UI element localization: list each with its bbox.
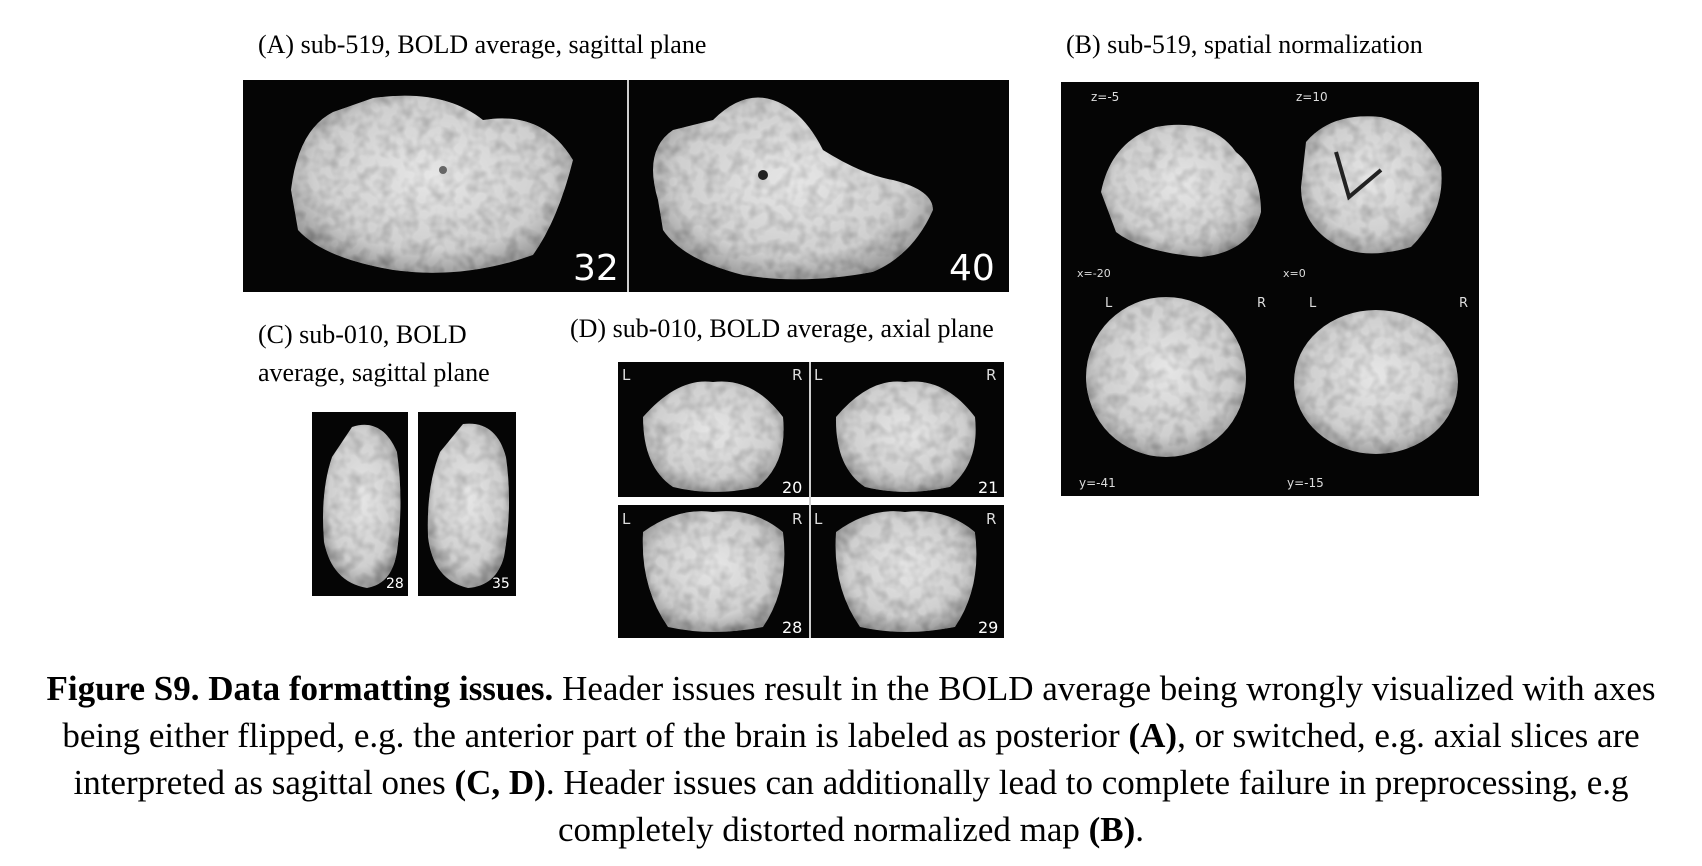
orient-label-d3: L xyxy=(814,366,823,384)
caption-text-2: , or switched, e.g. axial slices are int… xyxy=(73,716,1640,802)
orient-label-d4: R xyxy=(986,366,997,384)
caption-text-1: Header issues result in the BOLD average… xyxy=(62,669,1656,755)
orient-label-d2: R xyxy=(792,366,803,384)
brain-b-br xyxy=(1294,310,1458,454)
caption-text-3: . Header issues can additionally lead to… xyxy=(545,763,1629,849)
brain-slice-a2 xyxy=(653,97,933,280)
coord-label-b2: z=10 xyxy=(1296,90,1328,104)
orient-label-d5: L xyxy=(622,510,631,528)
brain-c1 xyxy=(323,424,401,588)
panel-d-slices xyxy=(618,362,1004,638)
coord-label-b6: y=-15 xyxy=(1287,476,1324,490)
slice-number-c2: 35 xyxy=(492,576,510,592)
orient-label-b1: L xyxy=(1105,296,1113,311)
caption-ref-a: (A) xyxy=(1128,716,1178,755)
panel-b-title: (B) sub-519, spatial normalization xyxy=(1066,30,1423,59)
brain-d3 xyxy=(642,511,785,632)
orient-label-d7: L xyxy=(814,510,823,528)
brain-b-tl xyxy=(1101,124,1261,258)
panel-c-title-line2: average, sagittal plane xyxy=(258,358,490,387)
slice-number-d3: 28 xyxy=(782,618,803,637)
panel-c-title-line1: (C) sub-010, BOLD xyxy=(258,320,467,349)
coord-label-b3: x=-20 xyxy=(1077,267,1111,280)
caption-ref-b: (B) xyxy=(1088,810,1136,849)
panel-d-title: (D) sub-010, BOLD average, axial plane xyxy=(570,314,994,343)
slice-number-a1: 32 xyxy=(573,248,619,289)
panel-b-image: z=-5 z=10 x=-20 x=0 L R L R y=-41 y=-15 xyxy=(1061,82,1479,496)
panel-d-image: L R L R L R L R 20 21 28 29 xyxy=(618,362,1004,638)
slice-number-d1: 20 xyxy=(782,478,803,497)
slice-number-c1: 28 xyxy=(386,576,404,592)
panel-b-slices xyxy=(1086,116,1458,457)
coord-label-b5: y=-41 xyxy=(1079,476,1116,490)
slice-number-d4: 29 xyxy=(978,618,999,637)
coord-label-b1: z=-5 xyxy=(1091,90,1120,104)
panel-a-image: 32 40 xyxy=(243,80,1009,292)
panel-a-title: (A) sub-519, BOLD average, sagittal plan… xyxy=(258,30,707,59)
orient-label-b4: R xyxy=(1459,296,1469,311)
brain-b-tr xyxy=(1301,116,1442,254)
orient-label-d1: L xyxy=(622,366,631,384)
brain-d2 xyxy=(835,381,976,492)
brain-d1 xyxy=(643,381,784,492)
panel-c-image-1: 28 xyxy=(312,412,408,596)
orient-label-d8: R xyxy=(986,510,997,528)
caption-text-4: . xyxy=(1135,810,1145,849)
coord-label-b4: x=0 xyxy=(1283,267,1306,280)
caption-bold-lead: Figure S9. Data formatting issues. xyxy=(46,669,554,708)
caption-ref-cd: (C, D) xyxy=(454,763,546,802)
brain-c2 xyxy=(427,423,510,588)
figure-caption: Figure S9. Data formatting issues. Heade… xyxy=(40,665,1662,853)
orient-label-d6: R xyxy=(792,510,803,528)
brain-d4 xyxy=(835,511,977,632)
orient-label-b2: R xyxy=(1257,296,1267,311)
orient-label-b3: L xyxy=(1309,296,1317,311)
slice-number-a2: 40 xyxy=(949,248,995,289)
brain-slice-a1 xyxy=(291,95,573,273)
panel-a-slices xyxy=(291,80,933,292)
slice-number-d2: 21 xyxy=(978,478,999,497)
panel-c-image-2: 35 xyxy=(418,412,516,596)
brain-b-bl xyxy=(1086,297,1246,457)
